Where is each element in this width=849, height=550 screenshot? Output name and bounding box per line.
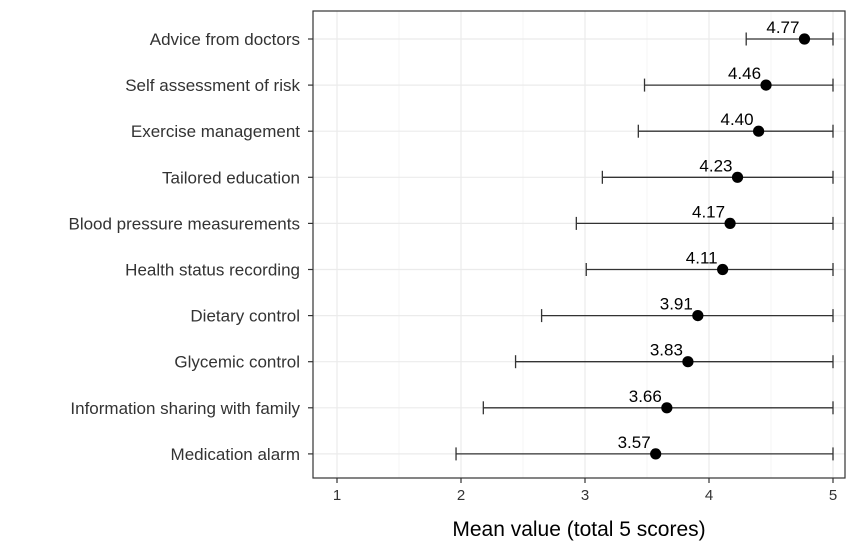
value-label: 4.46 (728, 64, 761, 83)
value-label: 4.11 (686, 249, 718, 268)
data-point (760, 79, 772, 91)
value-label: 4.40 (721, 110, 754, 129)
category-label: Health status recording (125, 261, 300, 280)
value-label: 3.66 (629, 387, 662, 406)
data-point (650, 448, 662, 460)
category-label: Blood pressure measurements (68, 214, 300, 233)
category-label: Tailored education (162, 168, 300, 187)
error-bars (455, 32, 834, 461)
data-point (682, 356, 694, 368)
category-label: Medication alarm (171, 445, 300, 464)
x-tick-label: 5 (829, 487, 837, 504)
value-labels: 4.77 4.46 4.40 4.23 4.17 4.11 3.91 3.83 3.66 3.57 (618, 18, 800, 452)
value-label: 3.57 (618, 433, 651, 452)
value-label: 3.91 (660, 295, 693, 314)
x-tick-label: 2 (457, 487, 465, 504)
data-point (661, 402, 673, 414)
category-label: Advice from doctors (150, 30, 300, 49)
value-label: 4.23 (699, 156, 732, 175)
category-label: Glycemic control (174, 353, 300, 372)
data-point (753, 125, 765, 137)
data-point (724, 217, 736, 229)
data-point (717, 263, 729, 276)
x-axis-title: Mean value (total 5 scores) (452, 518, 705, 541)
category-label: Information sharing with family (70, 399, 300, 418)
data-points (650, 33, 811, 460)
panel-border (312, 10, 846, 479)
value-label: 3.83 (650, 341, 683, 360)
data-point (731, 171, 744, 183)
data-point (798, 33, 811, 45)
category-label: Self assessment of risk (125, 76, 300, 95)
x-axis-tick-labels: 1 2 3 4 5 (333, 478, 837, 504)
x-tick-label: 3 (581, 487, 589, 504)
category-label: Exercise management (131, 122, 300, 141)
data-point (692, 310, 704, 322)
x-tick-label: 1 (333, 487, 341, 504)
x-tick-label: 4 (705, 487, 713, 504)
category-label: Dietary control (190, 307, 300, 326)
value-label: 4.77 (766, 18, 799, 37)
y-axis-category-labels: Advice from doctors Self assessment of ri… (68, 30, 313, 464)
value-label: 4.17 (692, 202, 725, 221)
